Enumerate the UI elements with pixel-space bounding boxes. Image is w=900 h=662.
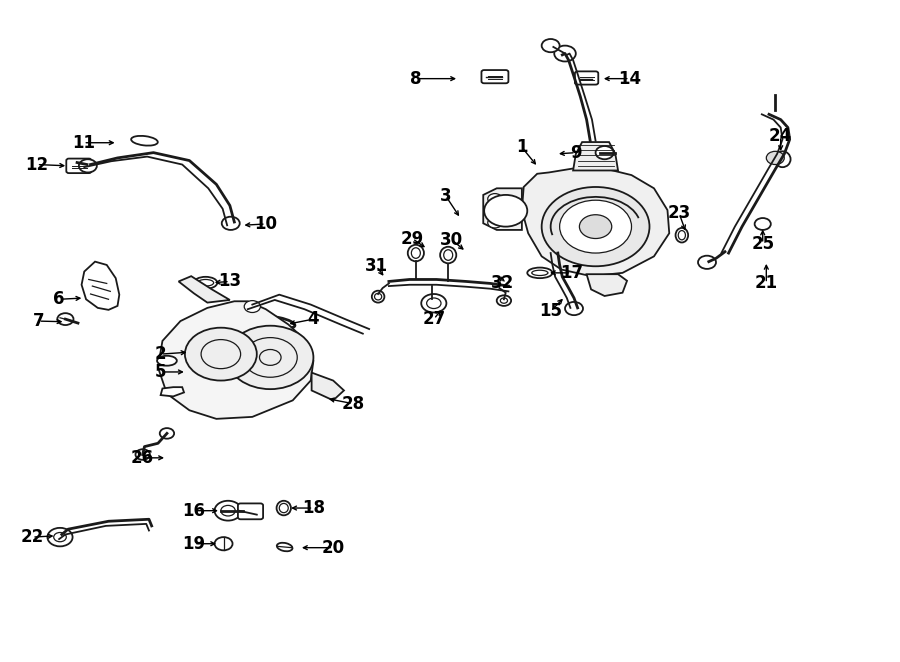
- Polygon shape: [522, 169, 670, 276]
- Ellipse shape: [372, 291, 384, 303]
- Circle shape: [484, 195, 527, 226]
- Ellipse shape: [527, 267, 553, 278]
- Polygon shape: [178, 276, 230, 303]
- Circle shape: [421, 294, 446, 312]
- Text: 13: 13: [219, 273, 241, 291]
- Ellipse shape: [260, 316, 295, 328]
- Text: 14: 14: [618, 70, 642, 87]
- Text: 3: 3: [440, 187, 451, 205]
- Polygon shape: [573, 142, 618, 171]
- Circle shape: [554, 46, 576, 62]
- Circle shape: [766, 152, 784, 165]
- Circle shape: [488, 217, 502, 228]
- FancyBboxPatch shape: [482, 70, 508, 83]
- Circle shape: [159, 428, 174, 439]
- Circle shape: [58, 313, 74, 325]
- Polygon shape: [160, 387, 184, 397]
- Ellipse shape: [440, 247, 456, 263]
- Circle shape: [488, 193, 502, 204]
- Text: 26: 26: [131, 449, 154, 467]
- Polygon shape: [483, 188, 522, 230]
- Circle shape: [221, 216, 239, 230]
- Text: 7: 7: [32, 312, 44, 330]
- Circle shape: [497, 295, 511, 306]
- Text: 27: 27: [422, 310, 446, 328]
- Ellipse shape: [774, 152, 790, 167]
- Text: 12: 12: [25, 156, 49, 173]
- Text: 31: 31: [364, 258, 388, 275]
- FancyBboxPatch shape: [238, 503, 263, 519]
- Text: 25: 25: [752, 235, 774, 253]
- Circle shape: [754, 218, 770, 230]
- Circle shape: [184, 328, 256, 381]
- Ellipse shape: [158, 355, 176, 365]
- Text: 18: 18: [302, 499, 325, 517]
- Circle shape: [542, 187, 650, 266]
- Circle shape: [698, 256, 716, 269]
- Polygon shape: [311, 373, 344, 401]
- Circle shape: [214, 500, 241, 520]
- Text: 15: 15: [539, 302, 562, 320]
- Text: 9: 9: [570, 144, 581, 162]
- Ellipse shape: [277, 543, 292, 551]
- Text: 6: 6: [53, 291, 65, 308]
- Ellipse shape: [276, 500, 291, 515]
- Circle shape: [79, 160, 97, 173]
- Polygon shape: [587, 274, 627, 296]
- Circle shape: [580, 214, 612, 238]
- Text: 28: 28: [341, 395, 365, 412]
- Ellipse shape: [194, 277, 217, 289]
- Text: 22: 22: [21, 528, 44, 546]
- Text: 24: 24: [770, 127, 792, 145]
- Circle shape: [244, 301, 260, 312]
- Text: 4: 4: [308, 310, 320, 328]
- Text: 11: 11: [72, 134, 94, 152]
- Text: 2: 2: [155, 345, 166, 363]
- Text: 23: 23: [668, 205, 691, 222]
- Text: 5: 5: [155, 363, 166, 381]
- Ellipse shape: [408, 245, 424, 261]
- Text: 19: 19: [183, 535, 205, 553]
- Text: 1: 1: [516, 138, 527, 156]
- Circle shape: [596, 146, 614, 160]
- Text: 16: 16: [183, 502, 205, 520]
- Circle shape: [214, 537, 232, 550]
- Text: 20: 20: [321, 539, 345, 557]
- Text: 8: 8: [410, 70, 421, 87]
- Circle shape: [136, 449, 150, 460]
- Ellipse shape: [676, 228, 688, 242]
- Text: 29: 29: [400, 230, 424, 248]
- Text: 10: 10: [255, 215, 277, 233]
- Circle shape: [542, 39, 560, 52]
- FancyBboxPatch shape: [575, 71, 598, 85]
- Text: 21: 21: [755, 275, 778, 293]
- Text: 32: 32: [491, 275, 514, 293]
- Polygon shape: [158, 301, 313, 419]
- FancyBboxPatch shape: [67, 159, 92, 173]
- Text: 30: 30: [440, 231, 464, 249]
- Circle shape: [227, 326, 313, 389]
- Circle shape: [565, 302, 583, 315]
- Circle shape: [48, 528, 73, 546]
- Circle shape: [560, 200, 632, 253]
- Text: 17: 17: [560, 264, 583, 282]
